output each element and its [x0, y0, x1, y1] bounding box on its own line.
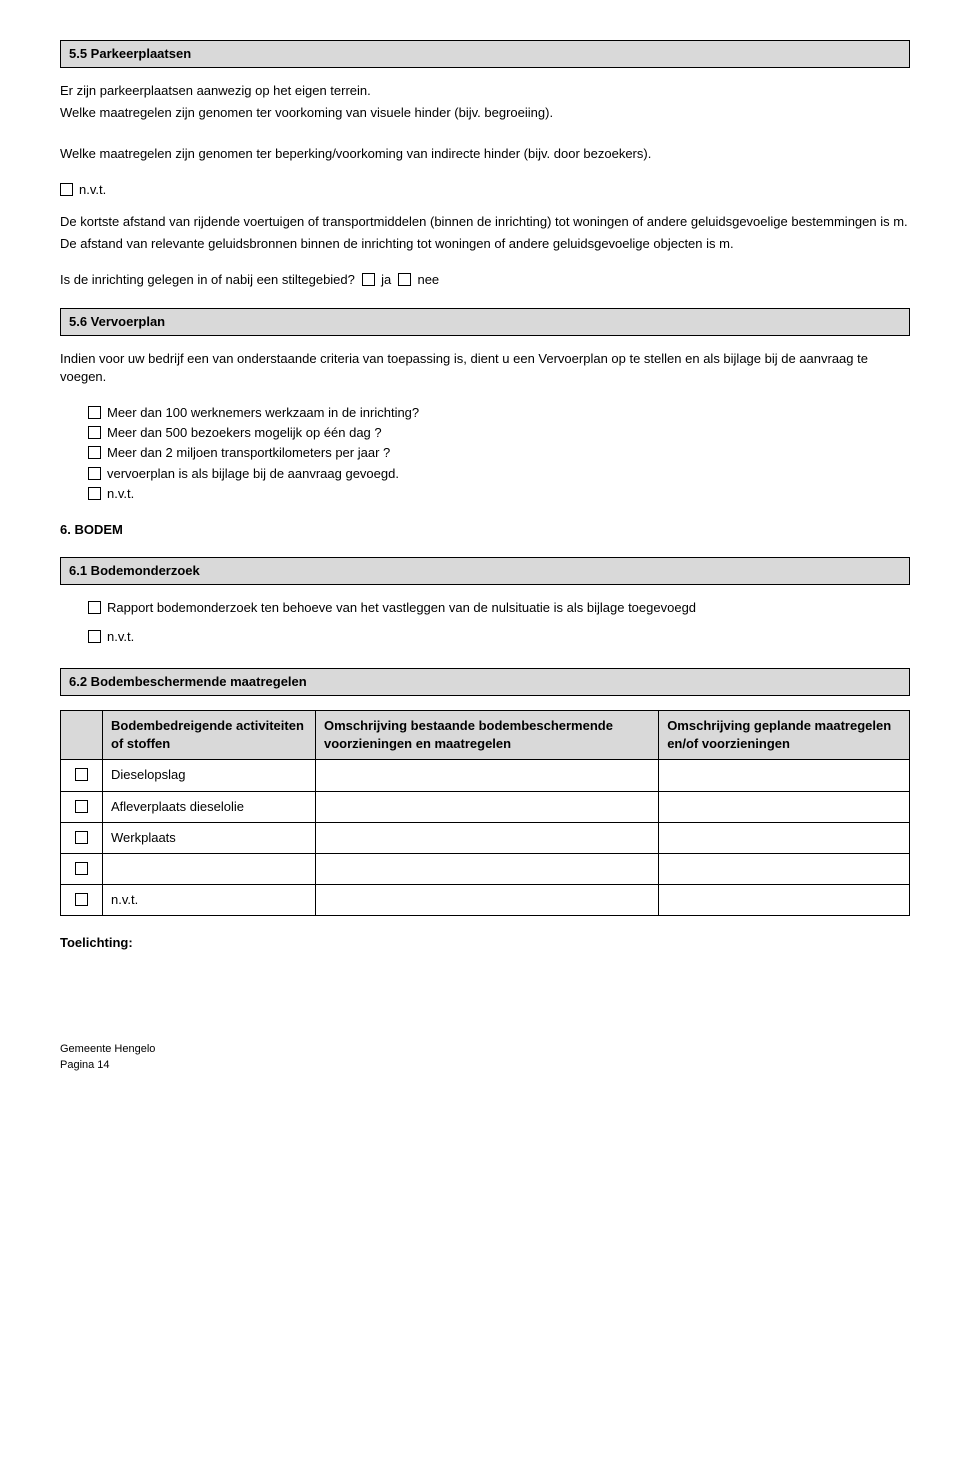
- section-6-2-header: 6.2 Bodembeschermende maatregelen: [60, 668, 910, 696]
- question-stiltegebied-text: Is de inrichting gelegen in of nabij een…: [60, 272, 355, 287]
- checkbox-blank-row[interactable]: [75, 862, 88, 875]
- table-bodembeschermend: Bodembedreigende activiteiten of stoffen…: [60, 710, 910, 916]
- cell-nvt: n.v.t.: [103, 885, 316, 916]
- checkbox-100-werknemers[interactable]: [88, 406, 101, 419]
- text-kortste-afstand: De kortste afstand van rijdende voertuig…: [60, 213, 910, 231]
- cell-empty: [315, 822, 658, 853]
- checkbox-nee[interactable]: [398, 273, 411, 286]
- checkbox-500-bezoekers[interactable]: [88, 426, 101, 439]
- table-row: [61, 853, 910, 884]
- table-header-geplande: Omschrijving geplande maatregelen en/of …: [659, 710, 910, 759]
- text-parkeerplaatsen: Er zijn parkeerplaatsen aanwezig op het …: [60, 82, 910, 100]
- text-afstand-bronnen: De afstand van relevante geluidsbronnen …: [60, 235, 910, 253]
- label-rapport-bodem: Rapport bodemonderzoek ten behoeve van h…: [107, 599, 910, 617]
- label-toelichting: Toelichting:: [60, 934, 910, 952]
- cell-empty: [315, 885, 658, 916]
- checkbox-werkplaats[interactable]: [75, 831, 88, 844]
- section-5-5-header: 5.5 Parkeerplaatsen: [60, 40, 910, 68]
- checkbox-ja[interactable]: [362, 273, 375, 286]
- cell-werkplaats: Werkplaats: [103, 822, 316, 853]
- label-500-bezoekers: Meer dan 500 bezoekers mogelijk op één d…: [107, 424, 910, 442]
- label-vervoerplan-bijlage: vervoerplan is als bijlage bij de aanvra…: [107, 465, 910, 483]
- text-visuele-hinder: Welke maatregelen zijn genomen ter voork…: [60, 104, 910, 122]
- question-stiltegebied: Is de inrichting gelegen in of nabij een…: [60, 271, 910, 289]
- label-100-werknemers: Meer dan 100 werknemers werkzaam in de i…: [107, 404, 910, 422]
- cell-empty: [103, 853, 316, 884]
- label-nvt-vervoer: n.v.t.: [107, 485, 910, 503]
- checkbox-rapport-bodem[interactable]: [88, 601, 101, 614]
- label-nvt-bodem: n.v.t.: [107, 628, 910, 646]
- table-row: Dieselopslag: [61, 760, 910, 791]
- table-row: Werkplaats: [61, 822, 910, 853]
- heading-6-bodem: 6. BODEM: [60, 521, 910, 539]
- checkbox-vervoerplan-bijlage[interactable]: [88, 467, 101, 480]
- cell-empty: [315, 791, 658, 822]
- cell-empty: [659, 885, 910, 916]
- cell-dieselopslag: Dieselopslag: [103, 760, 316, 791]
- section-5-6-header: 5.6 Vervoerplan: [60, 308, 910, 336]
- table-header-blank: [61, 710, 103, 759]
- checkbox-nvt-1[interactable]: [60, 183, 73, 196]
- checkbox-dieselopslag[interactable]: [75, 768, 88, 781]
- label-2miljoen-km: Meer dan 2 miljoen transportkilometers p…: [107, 444, 910, 462]
- checkbox-nvt-vervoer[interactable]: [88, 487, 101, 500]
- checkbox-nvt-table[interactable]: [75, 893, 88, 906]
- checkbox-2miljoen-km[interactable]: [88, 446, 101, 459]
- table-header-bestaande: Omschrijving bestaande bodembeschermende…: [315, 710, 658, 759]
- table-row: Afleverplaats dieselolie: [61, 791, 910, 822]
- footer-page: Pagina 14: [60, 1058, 910, 1073]
- label-ja: ja: [381, 272, 391, 287]
- cell-empty: [659, 853, 910, 884]
- section-6-1-header: 6.1 Bodemonderzoek: [60, 557, 910, 585]
- label-nvt-1: n.v.t.: [79, 181, 910, 199]
- footer-org: Gemeente Hengelo: [60, 1042, 910, 1057]
- text-indirecte-hinder: Welke maatregelen zijn genomen ter beper…: [60, 145, 910, 163]
- cell-empty: [315, 853, 658, 884]
- cell-empty: [315, 760, 658, 791]
- cell-empty: [659, 791, 910, 822]
- cell-afleverplaats: Afleverplaats dieselolie: [103, 791, 316, 822]
- text-vervoerplan-intro: Indien voor uw bedrijf een van onderstaa…: [60, 350, 910, 386]
- checkbox-afleverplaats[interactable]: [75, 800, 88, 813]
- table-row: n.v.t.: [61, 885, 910, 916]
- cell-empty: [659, 822, 910, 853]
- table-header-activiteiten: Bodembedreigende activiteiten of stoffen: [103, 710, 316, 759]
- page-footer: Gemeente Hengelo Pagina 14: [60, 1042, 910, 1073]
- checkbox-nvt-bodem[interactable]: [88, 630, 101, 643]
- label-nee: nee: [417, 272, 439, 287]
- cell-empty: [659, 760, 910, 791]
